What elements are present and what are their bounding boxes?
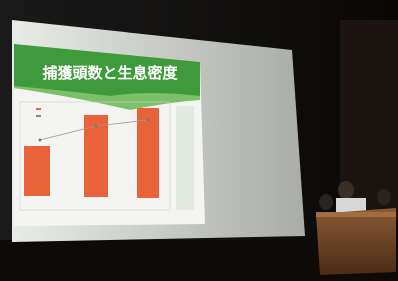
slide-side-column <box>176 106 194 210</box>
photo: 捕獲頭数と生息密度 <box>0 0 398 281</box>
person <box>377 189 391 205</box>
point-shape <box>147 119 150 122</box>
person <box>338 181 354 199</box>
point-shape <box>39 139 42 142</box>
bar-shape <box>24 146 50 196</box>
podium-top <box>316 212 396 217</box>
point-shape <box>95 125 98 128</box>
legend-swatch <box>36 108 41 110</box>
podium <box>316 208 396 275</box>
slide-title: 捕獲頭数と生息密度 <box>42 64 178 82</box>
person <box>319 194 333 210</box>
legend-swatch <box>36 115 41 117</box>
